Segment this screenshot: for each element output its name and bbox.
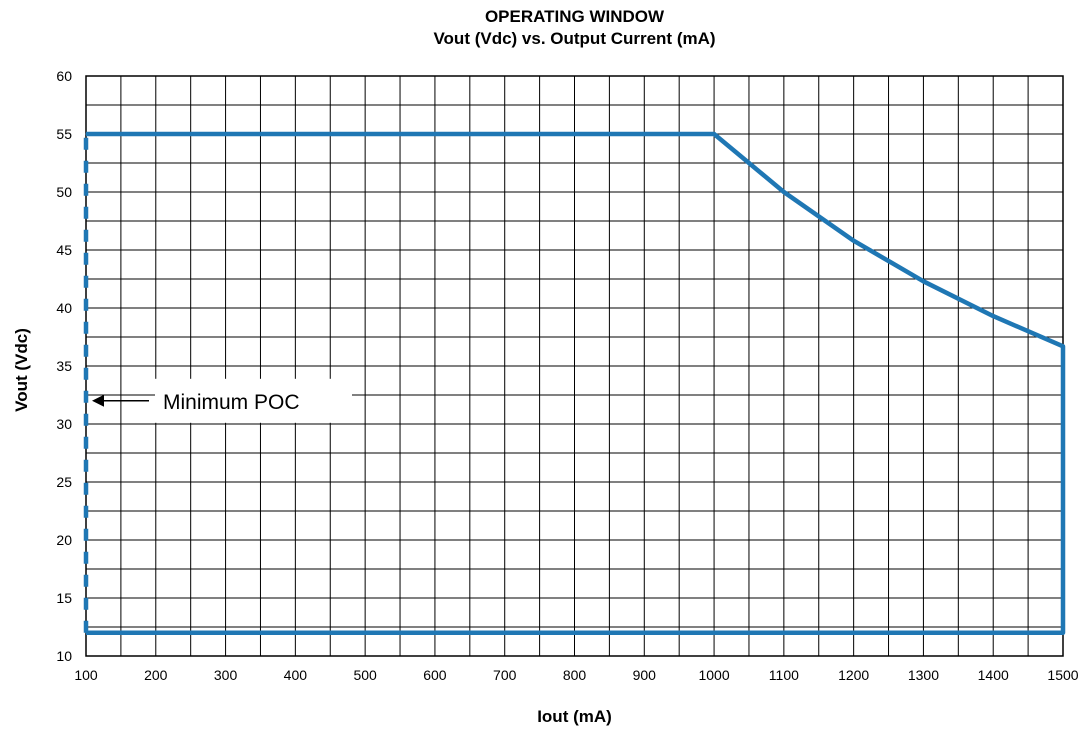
x-tick-label: 800 — [563, 667, 587, 683]
grid-layer — [85, 75, 1064, 657]
x-tick-label: 700 — [493, 667, 517, 683]
x-tick-label: 100 — [74, 667, 98, 683]
series-point — [85, 133, 87, 135]
annotation-arrow-head — [92, 394, 104, 407]
series-point — [992, 315, 994, 317]
x-tick-label: 1100 — [769, 667, 799, 683]
y-tick-label: 40 — [56, 300, 72, 316]
y-axis-title: Vout (Vdc) — [12, 328, 31, 412]
y-tick-label: 20 — [56, 532, 72, 548]
x-tick-label: 1200 — [838, 667, 869, 683]
x-tick-label: 300 — [214, 667, 238, 683]
x-tick-label: 1400 — [978, 667, 1009, 683]
annotation-layer: Minimum POC — [92, 378, 352, 423]
y-tick-label: 60 — [56, 68, 72, 84]
annotation-box — [155, 378, 352, 423]
series-point — [853, 240, 855, 242]
x-tick-label: 900 — [633, 667, 657, 683]
chart-title-block: OPERATING WINDOW Vout (Vdc) vs. Output C… — [86, 6, 1063, 50]
tick-label-layer: 100 200 300 400 500 600 700 800 900 1000 1100 1200 1… — [56, 68, 1078, 683]
y-tick-label: 35 — [56, 358, 72, 374]
chart-subtitle: Vout (Vdc) vs. Output Current (mA) — [433, 29, 716, 48]
y-tick-label: 15 — [56, 590, 72, 606]
y-tick-label: 30 — [56, 416, 72, 432]
x-axis-title: Iout (mA) — [537, 707, 612, 726]
x-tick-label: 1300 — [908, 667, 939, 683]
x-tick-label: 400 — [284, 667, 308, 683]
series-point — [1062, 345, 1064, 347]
series-point — [922, 280, 924, 282]
x-tick-label: 600 — [423, 667, 447, 683]
y-tick-label: 50 — [56, 184, 72, 200]
series-point — [85, 632, 87, 634]
y-tick-label: 10 — [56, 648, 72, 664]
x-tick-label: 1500 — [1047, 667, 1078, 683]
x-tick-label: 500 — [353, 667, 377, 683]
y-tick-label: 45 — [56, 242, 72, 258]
y-tick-label: 55 — [56, 126, 72, 142]
chart-title: OPERATING WINDOW — [484, 7, 665, 26]
x-tick-label: 1000 — [698, 667, 729, 683]
series-point — [783, 191, 785, 193]
annotation-label: Minimum POC — [163, 391, 300, 414]
series-point — [1062, 632, 1064, 634]
y-tick-label: 25 — [56, 474, 72, 490]
series-layer — [83, 131, 1066, 636]
x-tick-label: 200 — [144, 667, 168, 683]
series-point — [713, 133, 715, 135]
